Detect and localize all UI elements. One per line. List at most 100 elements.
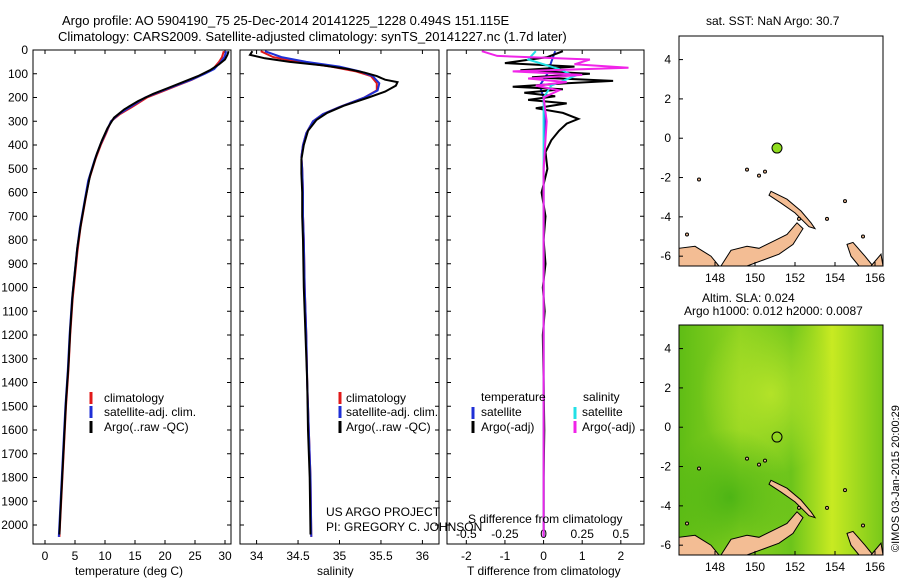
legend-argo-label: Argo(..raw -QC) xyxy=(346,420,431,434)
legend-t-argo-label: Argo(-adj) xyxy=(481,420,534,434)
climatology-title: Climatology: CARS2009. Satellite-adjuste… xyxy=(58,29,567,44)
s-tick-label: -0.5 xyxy=(456,527,477,541)
salinity-plot: 34 34.5 35 35.5 36 xyxy=(248,50,430,563)
map-x-tick-label: 148 xyxy=(705,271,725,285)
map-x-tick-label: 154 xyxy=(825,271,845,285)
map-y-tick-label: 2 xyxy=(664,92,671,106)
map-x-tick-label: 150 xyxy=(745,271,765,285)
legend-satellite-label: satellite-adj. clim. xyxy=(104,405,196,419)
island-marker xyxy=(825,505,829,510)
sla-map-subtitle: Argo h1000: 0.012 h2000: 0.0087 xyxy=(684,304,863,318)
map-x-tick-label: 156 xyxy=(865,560,885,574)
salinity-axis-label: salinity xyxy=(317,564,354,578)
depth-tick-label: 100 xyxy=(8,67,28,81)
island-marker xyxy=(763,458,767,463)
depth-tick-label: 1200 xyxy=(1,328,28,342)
t-difference-axis-label: T difference from climatology xyxy=(467,564,621,578)
map-y-tick-label: -6 xyxy=(660,538,671,552)
profile-location-marker xyxy=(771,431,783,443)
sla-map: 148 150 152 154 156 -6 -4 -2 0 2 4 xyxy=(660,324,885,574)
island-marker xyxy=(745,167,749,172)
map-y-tick-label: -2 xyxy=(660,171,671,185)
map-y-tick-label: 0 xyxy=(664,131,671,145)
map-x-tick-label: 148 xyxy=(705,560,725,574)
x-tick-label: 5 xyxy=(72,549,79,563)
depth-tick-label: 1300 xyxy=(1,352,28,366)
depth-tick-label: 1900 xyxy=(1,494,28,508)
map-x-tick-label: 156 xyxy=(865,271,885,285)
x-tick-label: 36 xyxy=(416,549,430,563)
map-y-tick-label: 2 xyxy=(664,381,671,395)
x-tick-label: 0 xyxy=(540,549,547,563)
island-marker xyxy=(757,462,761,467)
depth-tick-label: 700 xyxy=(8,209,28,223)
project-credit: US ARGO PROJECT xyxy=(326,505,441,519)
map-x-tick-label: 150 xyxy=(745,560,765,574)
island-marker xyxy=(843,199,847,204)
depth-tick-label: 1700 xyxy=(1,447,28,461)
island-marker xyxy=(797,216,801,221)
depth-tick-label: 400 xyxy=(8,138,28,152)
profile-title: Argo profile: AO 5904190_75 25-Dec-2014 … xyxy=(62,13,510,28)
island-marker xyxy=(697,177,701,182)
island-marker xyxy=(763,169,767,174)
legend-s-argo-label: Argo(-adj) xyxy=(582,420,635,434)
temperature-legend: climatology satellite-adj. clim. Argo(..… xyxy=(89,391,196,434)
map-y-tick-label: -6 xyxy=(660,249,671,263)
s-tick-label: 0.25 xyxy=(571,527,595,541)
x-tick-label: 10 xyxy=(98,549,112,563)
map-y-tick-label: -4 xyxy=(660,210,671,224)
island-marker xyxy=(861,523,865,528)
x-tick-label: 34.5 xyxy=(286,549,310,563)
depth-tick-label: 600 xyxy=(8,186,28,200)
x-tick-label: -2 xyxy=(461,549,472,563)
s-difference-axis-label: S difference from climatology xyxy=(468,512,623,526)
s-tick-label: 0.5 xyxy=(612,527,629,541)
map-x-tick-label: 152 xyxy=(785,271,805,285)
map-x-tick-label: 152 xyxy=(785,560,805,574)
imos-credit: ©IMOS 03-Jan-2015 20:00:29 xyxy=(890,405,900,552)
land-polygon xyxy=(720,222,804,267)
x-tick-label: 35 xyxy=(333,549,347,563)
map-y-tick-label: -4 xyxy=(660,499,671,513)
legend-temperature-title: temperature xyxy=(481,390,546,404)
depth-tick-label: 1000 xyxy=(1,281,28,295)
series-line-argo-raw-qc- xyxy=(58,50,230,535)
map-y-tick-label: 0 xyxy=(664,420,671,434)
depth-tick-label: 900 xyxy=(8,257,28,271)
map-y-tick-label: 4 xyxy=(664,53,671,67)
x-tick-label: 15 xyxy=(128,549,142,563)
pi-credit: PI: GREGORY C. JOHNSON xyxy=(326,520,482,534)
temperature-plot: 0 5 10 15 20 25 30 xyxy=(42,50,232,563)
depth-tick-label: 1100 xyxy=(2,304,28,318)
legend-t-satellite-label: satellite xyxy=(481,405,522,419)
legend-climatology-label: climatology xyxy=(346,391,406,405)
x-tick-label: 1 xyxy=(579,549,586,563)
depth-tick-label: 0 xyxy=(21,43,28,57)
depth-tick-label: 2000 xyxy=(1,518,28,532)
map-frame xyxy=(678,35,884,267)
island-marker xyxy=(757,173,761,178)
x-tick-label: -1 xyxy=(500,549,511,563)
island-marker xyxy=(797,505,801,510)
x-tick-label: 2 xyxy=(617,549,624,563)
sst-map-title: sat. SST: NaN Argo: 30.7 xyxy=(706,14,840,28)
salinity-legend: climatology satellite-adj. clim. Argo(..… xyxy=(338,391,438,434)
x-tick-label: 34 xyxy=(250,549,264,563)
depth-tick-label: 200 xyxy=(8,91,28,105)
island-marker xyxy=(843,488,847,493)
depth-tick-label: 300 xyxy=(8,114,28,128)
legend-climatology-label: climatology xyxy=(104,391,164,405)
land-polygon xyxy=(768,479,817,519)
x-tick-label: 0 xyxy=(42,549,49,563)
x-tick-label: 30 xyxy=(218,549,232,563)
depth-tick-label: 1800 xyxy=(1,471,28,485)
salinity-panel-frame xyxy=(239,49,440,545)
land-polygon xyxy=(768,190,817,230)
x-tick-label: 20 xyxy=(158,549,172,563)
island-marker xyxy=(685,232,689,237)
map-y-tick-label: 4 xyxy=(664,342,671,356)
map-y-tick-label: -2 xyxy=(660,460,671,474)
difference-legend: temperature salinity satellite Argo(-adj… xyxy=(471,390,635,434)
